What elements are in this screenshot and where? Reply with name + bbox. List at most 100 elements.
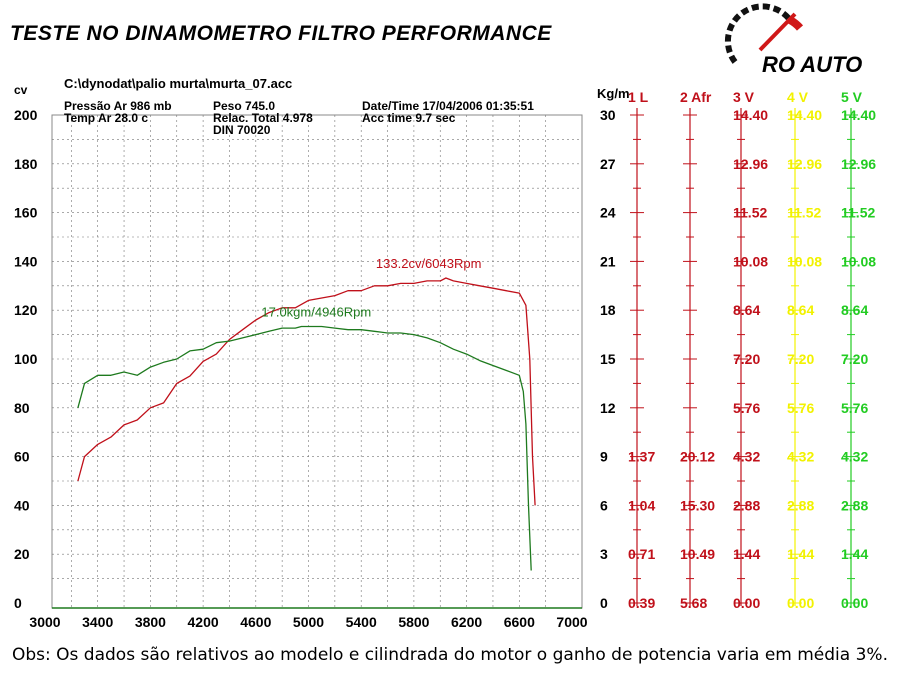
torque-tick-label: 0 (600, 595, 608, 611)
torque-tick-label: 24 (600, 205, 616, 221)
channel-value: 0.00 (733, 595, 760, 611)
page-title: TESTE NO DINAMOMETRO FILTRO PERFORMANCE (10, 22, 552, 45)
channel-value: 4.32 (841, 449, 868, 465)
info-peso: Peso 745.0 (213, 99, 275, 113)
channel-value: 8.64 (787, 302, 814, 318)
torque-tick-label: 6 (600, 497, 608, 513)
torque-tick-label: 27 (600, 156, 616, 172)
grid (52, 115, 582, 609)
channel-value: 4.32 (787, 449, 814, 465)
left-tick-label: 180 (14, 156, 38, 172)
info-relac: Relac. Total 4.978 (213, 111, 313, 125)
left-tick-label: 160 (14, 205, 38, 221)
info-temp: Temp Ar 28.0 c (64, 111, 148, 125)
channel-value: 15.30 (680, 497, 715, 513)
channel-value: 1.44 (841, 546, 868, 562)
annotations: 133.2cv/6043Rpm 17.0kgm/4946Rpm (261, 256, 481, 319)
left-axis-label: cv (14, 83, 28, 97)
channel-title: 4 V (787, 89, 809, 105)
channel-value: 11.52 (787, 205, 821, 221)
x-tick-label: 5000 (293, 614, 324, 630)
channel-value: 2.88 (787, 497, 814, 513)
torque-tick-label: 12 (600, 400, 616, 416)
left-tick-label: 100 (14, 351, 38, 367)
channel-value: 1.44 (733, 546, 760, 562)
channel-value: 0.71 (628, 546, 655, 562)
x-axis: 3000 3400 3800 4200 4600 5000 5400 5800 6200 6600… (29, 614, 587, 630)
info-acc: Acc time 9.7 sec (362, 111, 456, 125)
channel-value: 0.00 (787, 595, 814, 611)
channel-value: 4.32 (733, 449, 760, 465)
torque-tick-label: 9 (600, 449, 608, 465)
channel-value: 12.96 (841, 156, 876, 172)
plot-frame (51, 114, 583, 609)
channel-title: 5 V (841, 89, 863, 105)
channel-value: 0.00 (841, 595, 868, 611)
channel-title: 3 V (733, 89, 755, 105)
x-tick-label: 4600 (240, 614, 271, 630)
x-tick-label: 6600 (504, 614, 535, 630)
channel-value: 11.52 (733, 205, 767, 221)
torque-tick-label: 21 (600, 253, 616, 269)
channel-value: 1.04 (628, 497, 655, 513)
channel-title: 2 Afr (680, 89, 712, 105)
left-axis: 0 20 40 60 80 100 120 140 160 180 200 (14, 107, 38, 611)
channel-value: 8.64 (733, 302, 760, 318)
channel-value: 7.20 (787, 351, 814, 367)
info-pressao: Pressão Ar 986 mb (64, 99, 172, 113)
x-tick-label: 5400 (346, 614, 377, 630)
channel-value: 10.08 (841, 253, 876, 269)
channel-value: 2.88 (841, 497, 868, 513)
left-tick-label: 40 (14, 497, 30, 513)
x-tick-label: 4200 (188, 614, 219, 630)
x-tick-label: 3400 (82, 614, 113, 630)
info-file: C:\dynodat\palio murta\murta_07.acc (64, 76, 292, 91)
channel-value: 14.40 (787, 107, 822, 123)
channel-value: 1.44 (787, 546, 814, 562)
channel-value: 5.76 (841, 400, 868, 416)
torque-axis-label: Kg/m (597, 86, 630, 101)
x-tick-label: 3800 (135, 614, 166, 630)
torque-peak-label: 17.0kgm/4946Rpm (261, 304, 371, 319)
channel-value: 10.08 (787, 253, 822, 269)
left-tick-label: 200 (14, 107, 38, 123)
channel-title: 1 L (628, 89, 649, 105)
x-tick-label: 5800 (398, 614, 429, 630)
channel-value: 5.76 (787, 400, 814, 416)
channel-value: 14.40 (841, 107, 876, 123)
power-peak-label: 133.2cv/6043Rpm (376, 256, 482, 271)
power-curve (77, 277, 536, 506)
channel-value: 0.39 (628, 595, 655, 611)
channel-value: 12.96 (787, 156, 822, 172)
torque-tick-label: 30 (600, 107, 616, 123)
channel-scales: 1 L 1.37 1.04 0.71 0.39 2 Afr 20.12 15.30 10.49 5… (628, 89, 876, 611)
torque-tick-label: 3 (600, 546, 608, 562)
x-tick-label: 3000 (29, 614, 60, 630)
x-tick-label: 7000 (556, 614, 587, 630)
logo-text: RO AUTO (762, 52, 863, 77)
channel-value: 2.88 (733, 497, 760, 513)
channel-value: 11.52 (841, 205, 875, 221)
left-tick-label: 0 (14, 595, 22, 611)
channel-value: 7.20 (733, 351, 760, 367)
channel-value: 12.96 (733, 156, 768, 172)
info-din: DIN 70020 (213, 123, 271, 137)
logo-icon (724, 3, 804, 64)
info-datetime: Date/Time 17/04/2006 01:35:51 (362, 99, 534, 113)
channel-value: 14.40 (733, 107, 768, 123)
left-tick-label: 60 (14, 449, 30, 465)
torque-tick-label: 15 (600, 351, 616, 367)
channel-value: 10.08 (733, 253, 768, 269)
channel-value: 1.37 (628, 449, 655, 465)
left-tick-label: 120 (14, 302, 38, 318)
left-tick-label: 80 (14, 400, 30, 416)
torque-axis: 0 3 6 9 12 15 18 21 24 27 30 (600, 107, 616, 611)
channel-value: 8.64 (841, 302, 868, 318)
channel-value: 5.68 (680, 595, 707, 611)
channel-value: 20.12 (680, 449, 715, 465)
channel-value: 5.76 (733, 400, 760, 416)
dyno-chart: 0 20 40 60 80 100 120 140 160 180 200 0 3 6 9 12 15 18 21… (14, 3, 876, 630)
x-tick-label: 6200 (451, 614, 482, 630)
torque-tick-label: 18 (600, 302, 616, 318)
observation-note: Obs: Os dados são relativos ao modelo e … (12, 645, 888, 665)
